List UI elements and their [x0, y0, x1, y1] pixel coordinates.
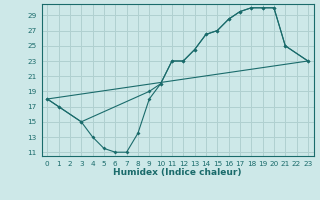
X-axis label: Humidex (Indice chaleur): Humidex (Indice chaleur) [113, 168, 242, 177]
